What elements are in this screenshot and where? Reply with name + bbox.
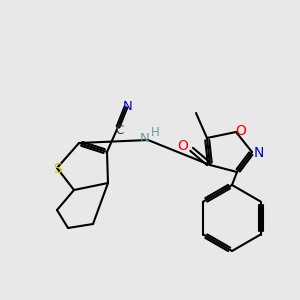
Text: O: O [178, 139, 188, 153]
Text: H: H [151, 127, 159, 140]
Text: N: N [123, 100, 133, 112]
Text: N: N [140, 131, 150, 145]
Text: N: N [254, 146, 264, 160]
Text: C: C [116, 124, 124, 136]
Text: S: S [52, 162, 62, 176]
Text: O: O [236, 124, 246, 138]
